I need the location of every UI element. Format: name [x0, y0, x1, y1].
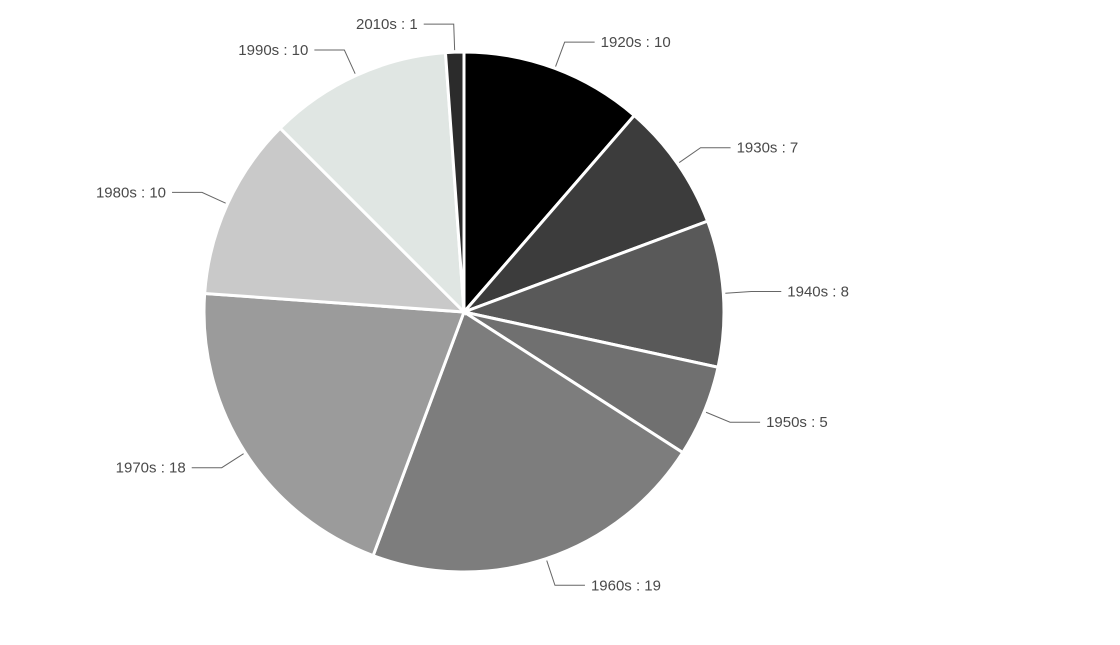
slice-label: 1960s : 19 [591, 577, 661, 594]
slice-label: 2010s : 1 [356, 16, 418, 33]
pie-chart: 1920s : 10 1930s : 7 1940s : 8 1950s : 5 196… [0, 0, 1120, 645]
slice-label: 1930s : 7 [737, 140, 799, 157]
slice-label: 1940s : 8 [787, 283, 849, 300]
slice-label: 1990s : 10 [238, 42, 308, 59]
slice-label: 1970s : 18 [116, 460, 186, 477]
slice-label: 1950s : 5 [766, 414, 828, 431]
slice-label: 1920s : 10 [601, 34, 671, 51]
slice-label: 1980s : 10 [96, 184, 166, 201]
